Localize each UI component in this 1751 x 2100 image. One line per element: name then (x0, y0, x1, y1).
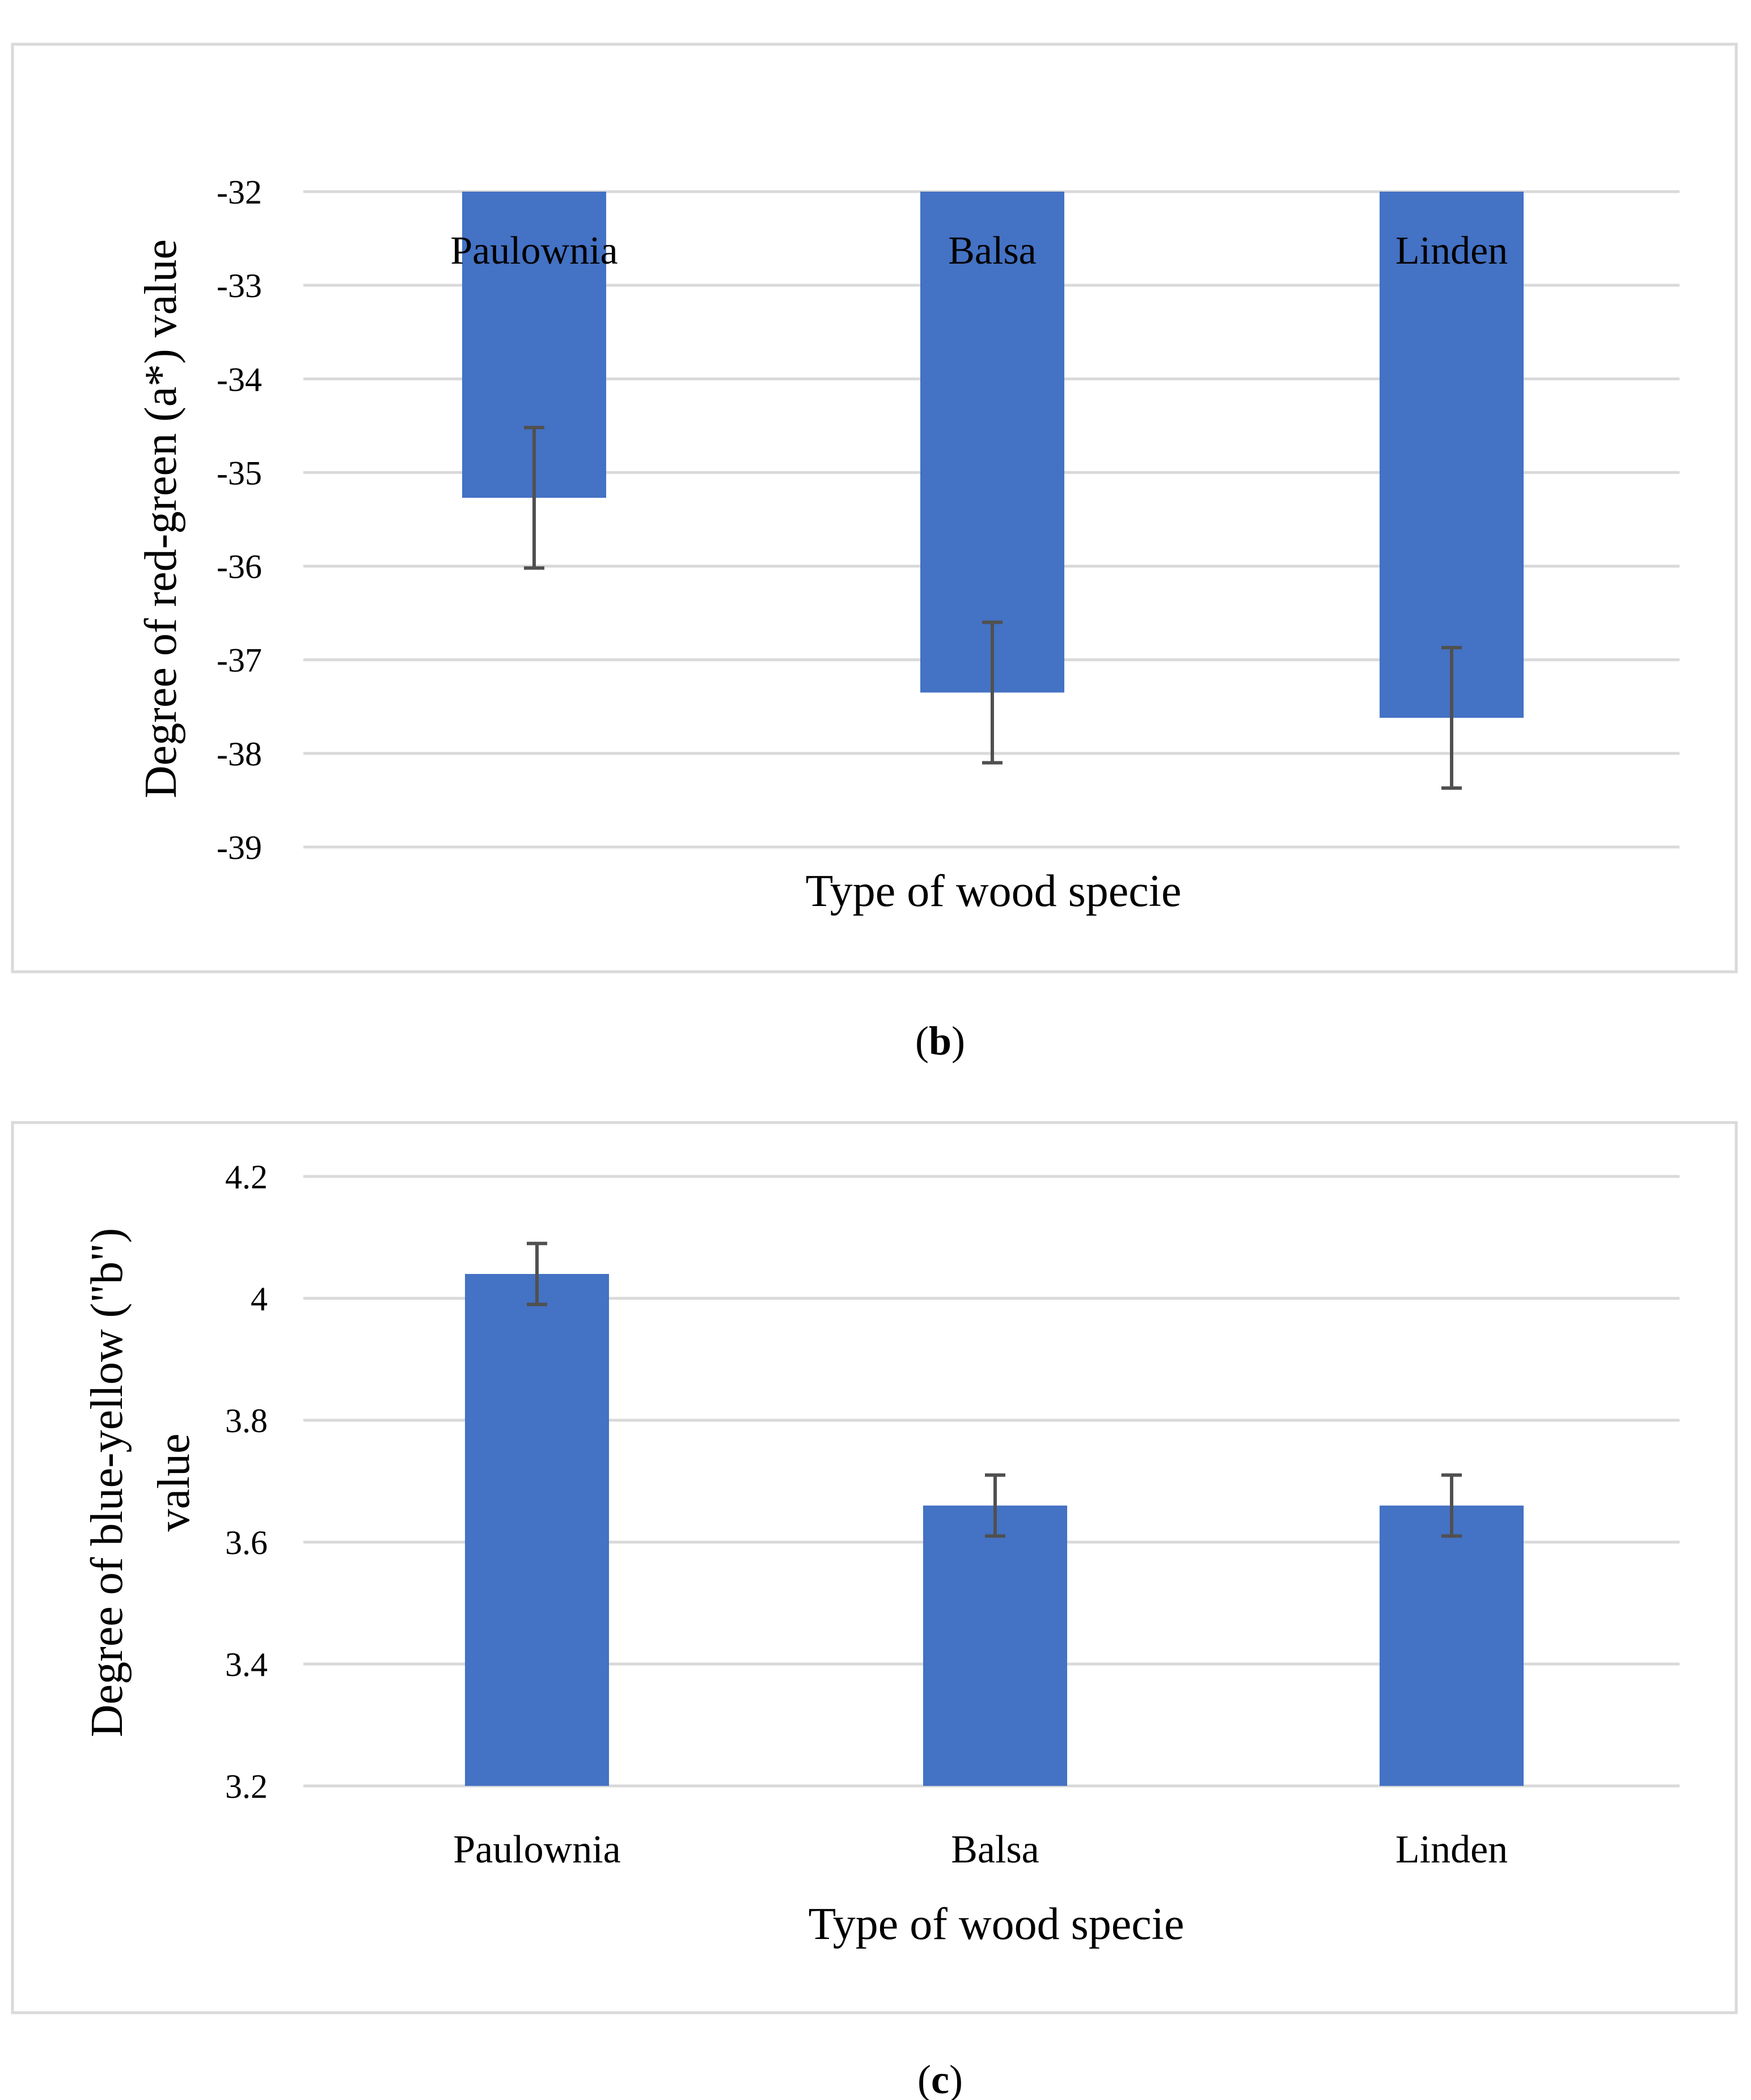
chart-c-category-label: Balsa (951, 1828, 1039, 1872)
chart-c-bars (465, 1274, 1524, 1786)
chart-c-bar-paulownia (465, 1274, 609, 1786)
chart-c-y-tick-label: 3.6 (225, 1524, 268, 1561)
chart-b-y-tick-label: -34 (217, 361, 262, 398)
chart-c-y-tick-label: 3.2 (225, 1768, 268, 1805)
chart-b-y-tick-label: -37 (217, 642, 262, 679)
caption-b-label: b (929, 1018, 951, 1064)
chart-b-y-tick-label: -38 (217, 735, 262, 773)
chart-c: 3.2 3.4 3.6 3.8 4 4.2 Paulownia Balsa Linden Ty… (11, 1121, 1738, 2014)
chart-b-bar-balsa (920, 192, 1064, 693)
chart-c-error-bars (527, 1242, 1462, 1538)
chart-c-x-axis-title: Type of wood specie (808, 1899, 1184, 1949)
chart-c-bar-linden (1380, 1505, 1524, 1786)
chart-b-y-tick-labels: -32 -33 -34 -35 -36 -37 -38 -39 (217, 173, 262, 866)
chart-b-error-bars (524, 426, 1462, 790)
chart-c-bar-balsa (923, 1505, 1067, 1786)
chart-b-y-tick-label: -33 (217, 267, 262, 304)
chart-c-y-tick-label: 4.2 (225, 1158, 268, 1196)
caption-c: (c) (917, 2057, 963, 2100)
chart-c-y-tick-label: 3.8 (225, 1402, 268, 1439)
chart-c-y-axis-title-line-2: value (149, 1433, 199, 1531)
chart-b-y-tick-label: -35 (217, 454, 262, 492)
chart-b-category-label: Paulownia (450, 229, 618, 273)
chart-c-category-label: Linden (1395, 1828, 1508, 1872)
chart-b-y-tick-label: -36 (217, 548, 262, 586)
chart-b-y-tick-label: -39 (217, 829, 262, 866)
chart-b-x-axis-title: Type of wood specie (805, 866, 1181, 916)
chart-b-category-labels: Paulownia Balsa Linden (450, 229, 1508, 273)
caption-b: (b) (915, 1018, 965, 1064)
chart-b: -32 -33 -34 -35 -36 -37 -38 -39 Paulownia Balsa L… (11, 43, 1738, 973)
chart-c-y-tick-labels: 3.2 3.4 3.6 3.8 4 4.2 (225, 1158, 268, 1805)
chart-b-category-label: Linden (1395, 229, 1508, 273)
caption-c-label: c (931, 2057, 949, 2100)
chart-b-y-axis-title: Degree of red-green (a*) value (136, 239, 186, 798)
chart-b-category-label: Balsa (948, 229, 1037, 273)
chart-c-category-labels: Paulownia Balsa Linden (453, 1828, 1508, 1872)
chart-c-y-axis-title-line-1: Degree of blue-yellow ("b") (82, 1228, 132, 1737)
chart-c-category-label: Paulownia (453, 1828, 621, 1872)
chart-c-y-tick-label: 3.4 (225, 1646, 268, 1683)
chart-c-y-axis-title: Degree of blue-yellow ("b") value (82, 1228, 199, 1737)
chart-b-bars (462, 192, 1524, 718)
chart-c-y-tick-label: 4 (251, 1280, 268, 1318)
chart-b-bar-linden (1380, 192, 1524, 718)
chart-b-y-tick-label: -32 (217, 173, 262, 211)
